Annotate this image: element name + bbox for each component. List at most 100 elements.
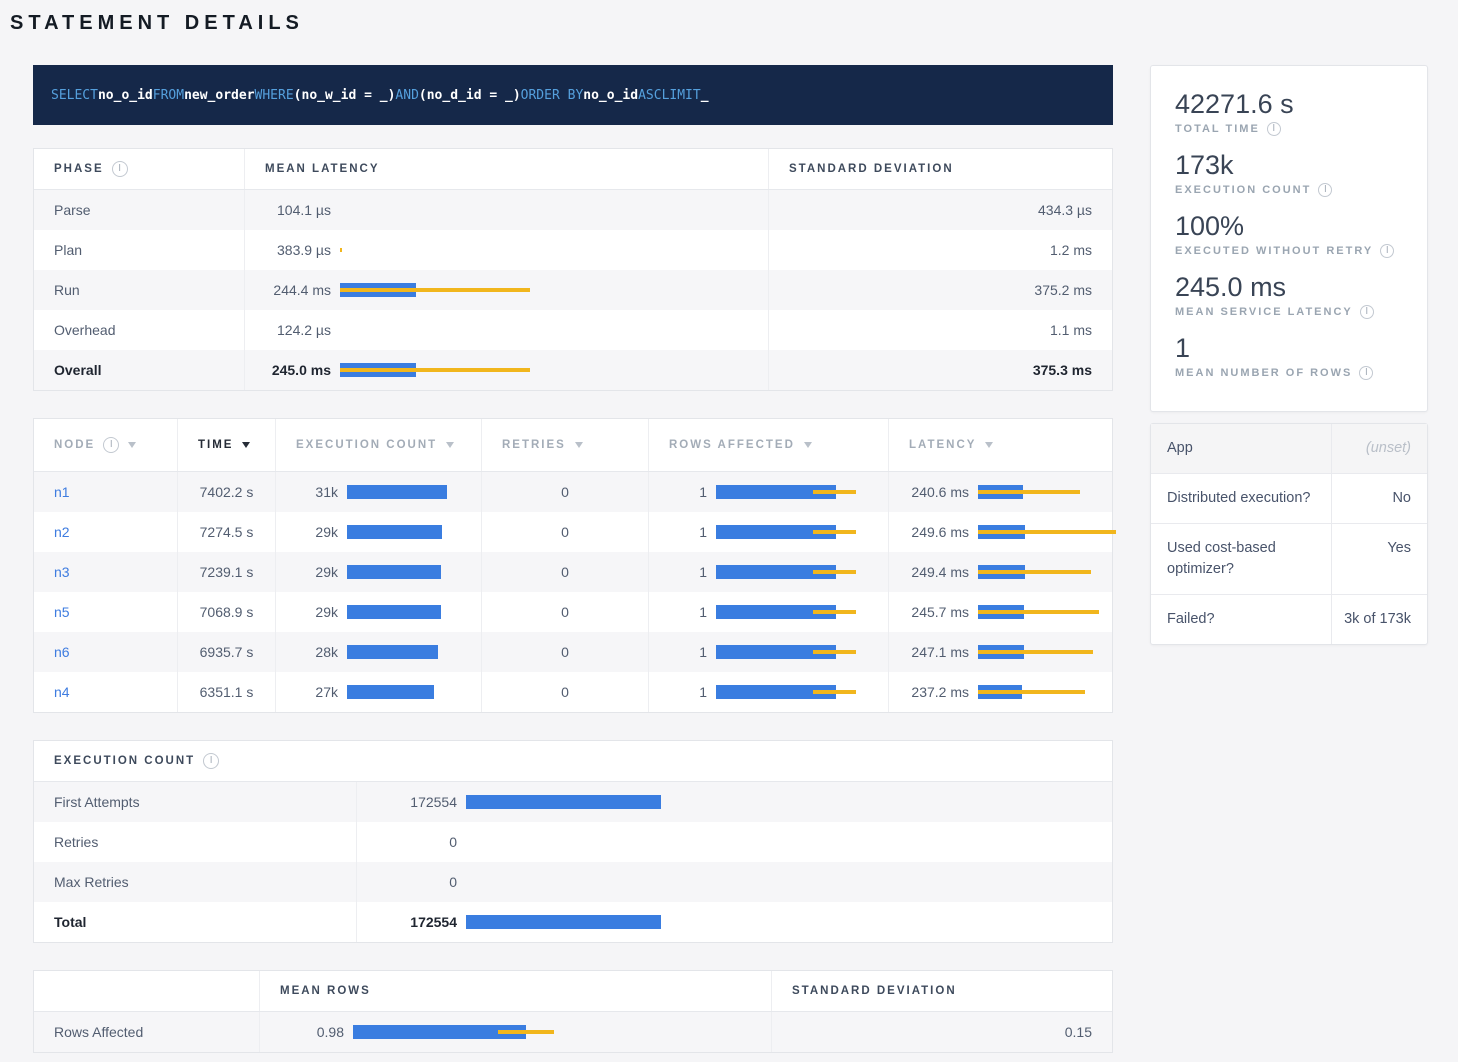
info-icon[interactable]: i <box>203 753 220 769</box>
time-value: 7274.5 s <box>177 512 275 552</box>
column-header-mean-rows-label: Mean Rows <box>280 985 371 997</box>
std-dev-line <box>978 650 1093 654</box>
column-header-rows-standard-deviation: Standard Deviation <box>771 971 1112 1011</box>
side-column: 42271.6 s Total Time i 173k Execution Count i… <box>1150 65 1428 646</box>
mean-bar <box>716 485 836 499</box>
info-icon[interactable]: i <box>1359 305 1374 319</box>
rows-affected-value: 1 <box>699 484 707 500</box>
sort-header-latency[interactable]: Latency <box>888 419 1112 471</box>
summary-stat-label: Mean Number of Rows i <box>1175 366 1403 380</box>
node-link[interactable]: n5 <box>54 604 70 620</box>
sort-header-time[interactable]: Time <box>177 419 275 471</box>
bar-chart <box>347 685 461 699</box>
phase-name: Run <box>34 270 244 310</box>
mean-bar <box>347 605 441 619</box>
bar-chart <box>347 605 461 619</box>
rows-affected-value: 1 <box>699 524 707 540</box>
summary-stat-label: Total Time i <box>1175 122 1403 136</box>
sort-header-node[interactable]: Node i <box>34 419 177 471</box>
mean-latency-value: 124.2 µs <box>277 322 331 338</box>
retries-value: 0 <box>481 512 648 552</box>
info-icon[interactable]: i <box>1318 183 1333 197</box>
phase-name: Plan <box>54 242 83 258</box>
info-icon[interactable]: i <box>1266 122 1281 136</box>
bar-chart <box>347 485 461 499</box>
info-icon[interactable]: i <box>111 161 128 177</box>
node-link[interactable]: n2 <box>54 524 70 540</box>
phase-row: Overhead 124.2 µs 1.1 ms <box>34 310 1112 350</box>
bar-chart <box>716 485 868 499</box>
execution-count-cell: 27k <box>275 672 481 712</box>
latency-cell: 237.2 ms <box>888 672 1112 712</box>
phase-row: Parse 104.1 µs 434.3 µs <box>34 190 1112 230</box>
mean-bar <box>347 645 438 659</box>
bar-chart <box>978 565 1092 579</box>
execution-count-row-value-cell: 0 <box>356 822 1112 862</box>
sort-header-rows-affected[interactable]: Rows Affected <box>648 419 888 471</box>
summary-stat-value: 245.0 ms <box>1175 272 1287 302</box>
node-row: n5 7068.9 s 29k 0 1 245.7 ms <box>34 592 1112 632</box>
node-link[interactable]: n1 <box>54 484 70 500</box>
attribute-label: Used cost-based optimizer? <box>1167 540 1276 578</box>
info-icon[interactable]: i <box>1380 244 1395 258</box>
sql-keyword: LIMIT <box>661 87 701 103</box>
bar-chart <box>340 283 748 297</box>
mean-bar <box>353 1025 526 1039</box>
std-dev-line <box>813 490 856 494</box>
time-value: 6351.1 s <box>177 672 275 712</box>
sql-statement-banner: SELECT no_o_id FROM new_order WHERE (no_… <box>33 65 1113 125</box>
sort-arrow-icon <box>446 442 455 448</box>
sort-header-execution-count[interactable]: Execution Count <box>275 419 481 471</box>
summary-stat-label: Execution Count i <box>1175 183 1403 197</box>
execution-count-row: Max Retries 0 <box>34 862 1112 902</box>
std-dev-line <box>813 650 856 654</box>
info-icon[interactable]: i <box>1359 366 1374 380</box>
standard-deviation-value: 1.1 ms <box>768 310 1112 350</box>
mean-latency-value: 245.0 ms <box>271 362 331 378</box>
summary-stat-label-text: Total Time <box>1175 123 1260 135</box>
rows-affected-row: Rows Affected 0.98 0.15 <box>34 1012 1112 1052</box>
phase-latency-table: Phase i Mean Latency Standard Deviation … <box>33 148 1113 391</box>
summary-stat-value: 100% <box>1175 211 1245 241</box>
node-row: n1 7402.2 s 31k 0 1 240.6 ms <box>34 472 1112 512</box>
bar-chart <box>340 363 748 377</box>
sql-identifier: new_order <box>184 87 255 103</box>
execution-count-row-value: 172554 <box>410 794 457 810</box>
node-row: n2 7274.5 s 29k 0 1 249.6 ms <box>34 512 1116 552</box>
mean-latency-cell: 244.4 ms <box>244 270 768 310</box>
summary-stat: 173k Execution Count i <box>1175 149 1403 197</box>
mean-bar <box>347 685 434 699</box>
mean-bar <box>466 795 661 809</box>
rows-affected-label: Rows Affected <box>34 1012 259 1052</box>
info-icon[interactable]: i <box>103 437 120 453</box>
summary-stat-value: 173k <box>1175 150 1234 180</box>
node-link[interactable]: n4 <box>54 684 70 700</box>
execution-count-cell: 31k <box>275 472 481 512</box>
execution-count-table-title: Execution Count i <box>34 741 1112 781</box>
execution-count-cell: 29k <box>275 592 481 632</box>
bar-chart <box>347 525 461 539</box>
sort-header-retries[interactable]: Retries <box>481 419 648 471</box>
mean-bar <box>347 485 447 499</box>
attribute-label: Distributed execution? <box>1167 490 1311 507</box>
std-dev-line <box>978 530 1116 534</box>
attribute-value: 3k of 173k <box>1331 595 1427 645</box>
node-cell: n4 <box>34 672 177 712</box>
summary-stat-value: 42271.6 s <box>1175 89 1294 119</box>
latency-cell: 249.4 ms <box>888 552 1112 592</box>
sql-keyword: FROM <box>152 87 185 103</box>
execution-count-table: Execution Count i First Attempts 172554 Re… <box>33 740 1113 943</box>
latency-value: 249.4 ms <box>911 564 969 580</box>
summary-stat-label: Executed without Retry i <box>1175 244 1403 258</box>
execution-count-row-label: Max Retries <box>34 862 356 902</box>
execution-count-row: Retries 0 <box>34 822 1112 862</box>
std-dev-line <box>978 570 1091 574</box>
bar-chart <box>347 565 461 579</box>
rows-affected-table: Mean Rows Standard Deviation Rows Affect… <box>33 970 1113 1053</box>
node-link[interactable]: n6 <box>54 644 70 660</box>
phase-name: Parse <box>34 190 244 230</box>
attribute-row: App (unset) <box>1151 424 1427 475</box>
retries-value: 0 <box>481 672 648 712</box>
statement-attributes-card: App (unset) Distributed execution? No Used c… <box>1150 423 1428 646</box>
node-link[interactable]: n3 <box>54 564 70 580</box>
